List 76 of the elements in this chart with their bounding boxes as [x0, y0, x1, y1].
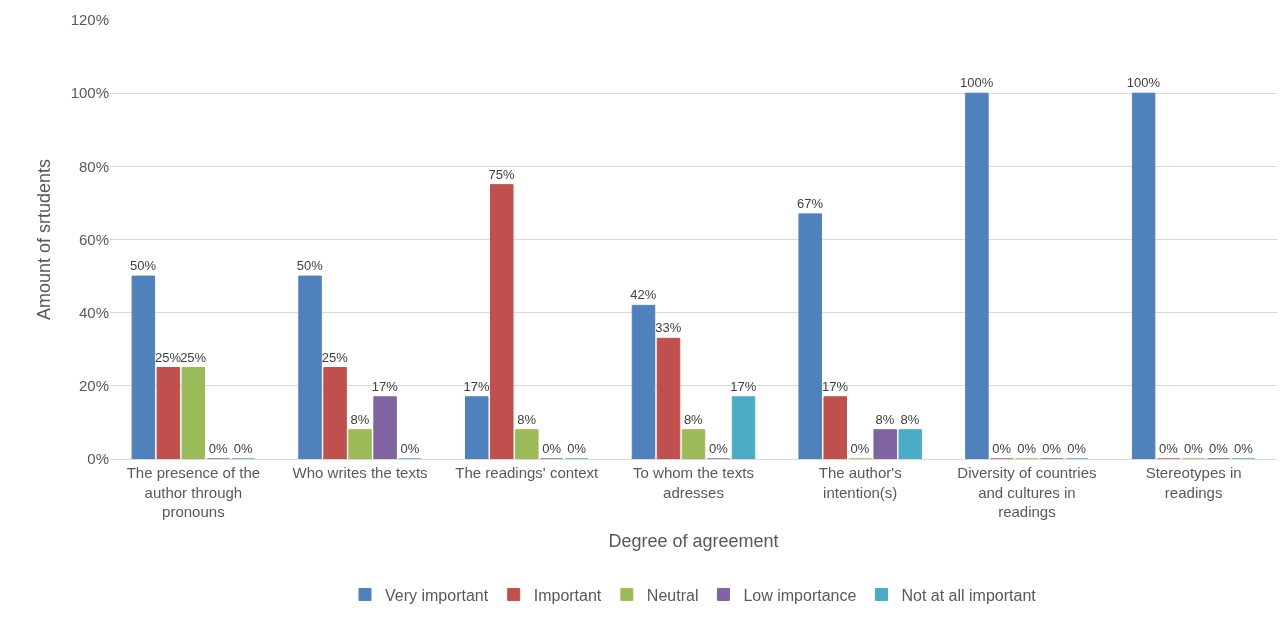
- x-tick-label: Who writes the texts: [292, 464, 428, 481]
- legend-label: Low importance: [743, 586, 857, 604]
- y-tick-label: 60%: [78, 230, 109, 248]
- bar: [731, 396, 756, 459]
- x-tick-label: Stereotypes in readings: [1145, 464, 1242, 501]
- bar: [798, 213, 822, 459]
- data-label: 8%: [900, 411, 920, 427]
- legend-label: Not at all important: [901, 586, 1037, 604]
- data-label: 100%: [960, 75, 994, 91]
- y-tick-label: 20%: [78, 377, 109, 395]
- data-label: 100%: [1126, 75, 1161, 91]
- data-label: 0%: [542, 441, 562, 456]
- y-tick-label: 120%: [70, 11, 109, 29]
- data-label: 67%: [796, 195, 824, 211]
- data-label: 33%: [655, 320, 682, 336]
- legend-label: Neutral: [646, 586, 699, 604]
- bar: [465, 396, 489, 459]
- data-label: 8%: [875, 411, 895, 427]
- y-tick-label: 80%: [78, 157, 109, 175]
- bar: [873, 429, 897, 459]
- data-label: 0%: [708, 441, 729, 456]
- data-label: 0%: [1209, 441, 1229, 456]
- x-tick-label: The author's intention(s): [818, 464, 902, 501]
- y-tick-label: 100%: [70, 84, 109, 102]
- x-tick-label: Diversity of countries and cultures in readings: [957, 464, 1097, 520]
- data-label: 0%: [208, 441, 228, 456]
- data-label: 17%: [371, 378, 399, 394]
- x-tick-label: The presence of the author through pronouns: [126, 464, 261, 520]
- data-label: 42%: [630, 287, 657, 303]
- data-label: 8%: [350, 411, 370, 427]
- x-tick-label: To whom the texts adresses: [633, 464, 754, 501]
- data-label: 0%: [233, 441, 253, 456]
- bar: [631, 304, 656, 459]
- data-label: 50%: [130, 258, 157, 274]
- bar: [181, 367, 206, 459]
- data-label: 0%: [1234, 441, 1254, 456]
- data-label: 25%: [180, 349, 207, 365]
- bar: [823, 396, 847, 459]
- legend-label: Important: [533, 586, 602, 604]
- bar: [898, 429, 922, 459]
- data-label: 8%: [683, 411, 704, 427]
- legend-label: Very important: [385, 586, 489, 604]
- data-label: 0%: [992, 441, 1012, 456]
- data-label: 25%: [321, 349, 349, 365]
- data-label: 0%: [850, 441, 870, 456]
- bar: [656, 337, 681, 459]
- bar: [965, 92, 989, 459]
- data-label: 8%: [517, 411, 537, 427]
- bar: [131, 275, 156, 459]
- data-label: 0%: [1159, 441, 1179, 456]
- data-label: 0%: [1067, 441, 1087, 456]
- bar: [323, 367, 347, 459]
- bar: [156, 367, 181, 459]
- x-axis-title: Degree of agreement: [608, 531, 779, 552]
- bar: [298, 275, 322, 459]
- data-label: 17%: [821, 378, 849, 394]
- bar: [1131, 92, 1156, 459]
- data-label: 50%: [296, 258, 324, 274]
- data-label: 0%: [1017, 441, 1037, 456]
- data-label: 0%: [400, 441, 420, 456]
- data-label: 0%: [1184, 441, 1204, 456]
- data-label: 0%: [567, 441, 587, 456]
- bar: [348, 429, 372, 459]
- data-label: 75%: [488, 166, 516, 182]
- x-tick-label: The readings' context: [455, 464, 600, 481]
- bar: [515, 429, 539, 459]
- y-tick-label: 40%: [78, 303, 109, 321]
- bar: [373, 396, 397, 459]
- data-label: 17%: [730, 378, 757, 394]
- y-axis-title: Amount of srtudents: [33, 158, 54, 321]
- bar: [681, 429, 706, 459]
- data-label: 0%: [1042, 441, 1062, 456]
- data-label: 25%: [155, 349, 182, 365]
- y-tick-label: 0%: [87, 450, 109, 468]
- bar: [490, 184, 514, 459]
- data-label: 17%: [463, 378, 490, 394]
